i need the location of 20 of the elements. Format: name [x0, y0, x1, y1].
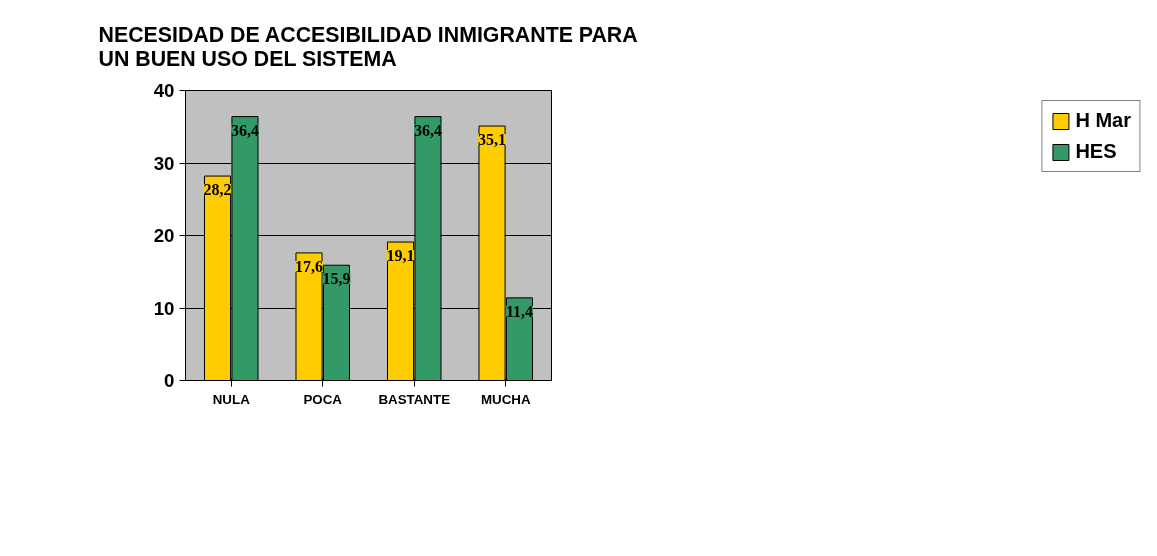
legend-label: H Mar: [1075, 109, 1131, 132]
data-label: 36,4: [230, 121, 259, 139]
legend-label: HES: [1075, 140, 1117, 163]
data-label: 28,2: [203, 181, 232, 199]
x-tick-label: POCA: [303, 391, 343, 407]
chart-title: NECESIDAD DE ACCESIBILIDAD INMIGRANTE PARA UN BUEN USO DEL SISTEMA: [98, 22, 638, 71]
x-tick-label: NULA: [212, 391, 251, 407]
y-tick-label: 0: [164, 370, 175, 391]
data-label: 19,1: [386, 247, 415, 265]
y-tick-label: 10: [153, 297, 175, 319]
data-label: 11,4: [505, 302, 534, 320]
y-tick-label: 40: [153, 80, 175, 101]
y-tick-label: 30: [153, 152, 175, 174]
x-tick-label: BASTANTE: [378, 391, 451, 407]
y-tick-label: 20: [153, 225, 175, 246]
x-tick-label: MUCHA: [480, 391, 531, 407]
data-label: 35,1: [478, 131, 507, 149]
data-label: 17,6: [295, 257, 324, 275]
data-label: 15,9: [322, 270, 351, 288]
data-label: 36,4: [413, 121, 442, 139]
